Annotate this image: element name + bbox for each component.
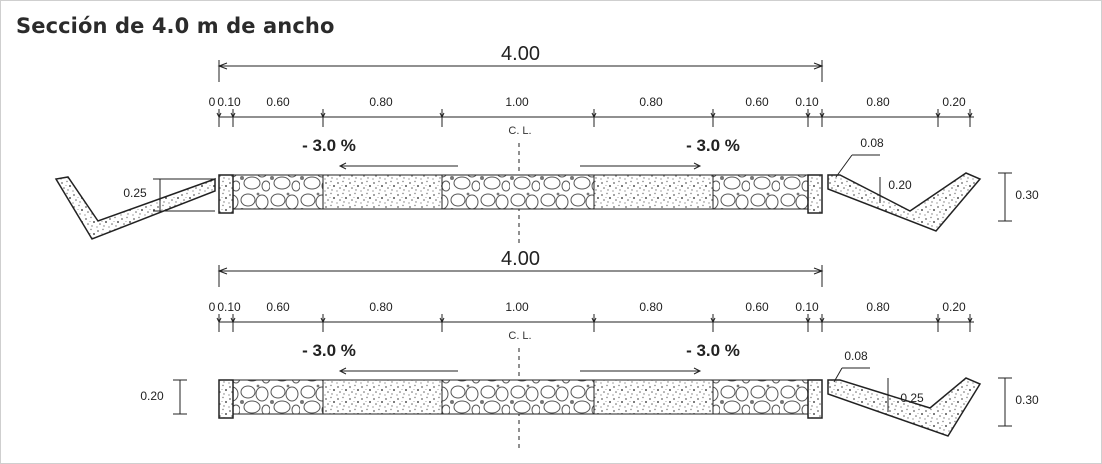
dimension-label-6: 0.60 bbox=[745, 300, 769, 314]
dimension-label-5: 0.80 bbox=[639, 300, 663, 314]
ditch-left bbox=[54, 176, 216, 240]
stone-layer-right bbox=[712, 174, 809, 210]
curb-right bbox=[807, 174, 823, 214]
drawing-title: Sección de 4.0 m de ancho bbox=[16, 14, 335, 38]
dimension-label-8: 0.80 bbox=[866, 95, 890, 109]
slope-left-label: - 3.0 % bbox=[302, 341, 356, 360]
dimension-label-2: 0.60 bbox=[266, 95, 290, 109]
slope-left-label: - 3.0 % bbox=[302, 136, 356, 155]
slope-left-arrowhead bbox=[338, 367, 347, 375]
slope-right-arrowhead bbox=[693, 162, 702, 170]
curb-left bbox=[218, 379, 234, 419]
stone-layer-left bbox=[232, 174, 324, 210]
dimension-label-7: 0.10 bbox=[795, 300, 819, 314]
slope-right-label: - 3.0 % bbox=[686, 341, 740, 360]
dimension-label-4: 1.00 bbox=[505, 95, 529, 109]
ditch-right-inner-label: 0.20 bbox=[888, 178, 912, 192]
curb-right bbox=[807, 379, 823, 419]
centerline-label: C. L. bbox=[508, 125, 531, 137]
centerline-label: C. L. bbox=[508, 330, 531, 342]
slope-left-arrowhead bbox=[338, 162, 347, 170]
curb-left-height-label: 0.20 bbox=[140, 389, 164, 403]
ditch-right-depth-label: 0.30 bbox=[1015, 188, 1039, 202]
stone-layer-center bbox=[441, 379, 595, 415]
dimension-label-7: 0.10 bbox=[795, 95, 819, 109]
concrete-strip-left bbox=[322, 379, 443, 415]
stone-layer-left bbox=[232, 379, 324, 415]
dimension-label-1: 0.10 bbox=[217, 95, 241, 109]
ditch-right-top-label: 0.08 bbox=[860, 136, 884, 150]
dimension-label-8: 0.80 bbox=[866, 300, 890, 314]
slope-right-label: - 3.0 % bbox=[686, 136, 740, 155]
ditch-right-depth-label: 0.30 bbox=[1015, 393, 1039, 407]
dimension-label-2: 0.60 bbox=[266, 300, 290, 314]
dimension-label-0: 0 bbox=[209, 300, 216, 314]
section-1: 4.000 0.10 0.60 0.80 1.00 0.80 0.60 0.10 0.80 0.2… bbox=[54, 43, 1039, 247]
dimension-label-4: 1.00 bbox=[505, 300, 529, 314]
dimension-label-9: 0.20 bbox=[942, 95, 966, 109]
dimension-label-1: 0.10 bbox=[217, 300, 241, 314]
concrete-strip-left bbox=[322, 174, 443, 210]
dimension-label-3: 0.80 bbox=[369, 95, 393, 109]
dimension-label-0: 0 bbox=[209, 95, 216, 109]
dimension-label-9: 0.20 bbox=[942, 300, 966, 314]
ditch-right-top-leader-2 bbox=[835, 154, 853, 178]
stone-layer-right bbox=[712, 379, 809, 415]
ditch-left-depth-label: 0.25 bbox=[123, 186, 147, 200]
total-width-label: 4.00 bbox=[501, 43, 540, 65]
ditch-right bbox=[827, 377, 982, 437]
concrete-strip-right bbox=[593, 379, 714, 415]
dimension-label-3: 0.80 bbox=[369, 300, 393, 314]
ditch-right-inner-label: 0.25 bbox=[900, 391, 924, 405]
total-width-label: 4.00 bbox=[501, 248, 540, 270]
slope-right-arrowhead bbox=[693, 367, 702, 375]
dimension-label-6: 0.60 bbox=[745, 95, 769, 109]
dimension-label-5: 0.80 bbox=[639, 95, 663, 109]
concrete-strip-right bbox=[593, 174, 714, 210]
curb-left bbox=[218, 174, 234, 214]
ditch-right-top-leader-2 bbox=[833, 367, 843, 383]
stone-layer-center bbox=[441, 174, 595, 210]
ditch-right bbox=[827, 172, 982, 232]
ditch-right-top-label: 0.08 bbox=[844, 349, 868, 363]
section-2: 4.000 0.10 0.60 0.80 1.00 0.80 0.60 0.10 0.80 0.2… bbox=[140, 248, 1039, 452]
